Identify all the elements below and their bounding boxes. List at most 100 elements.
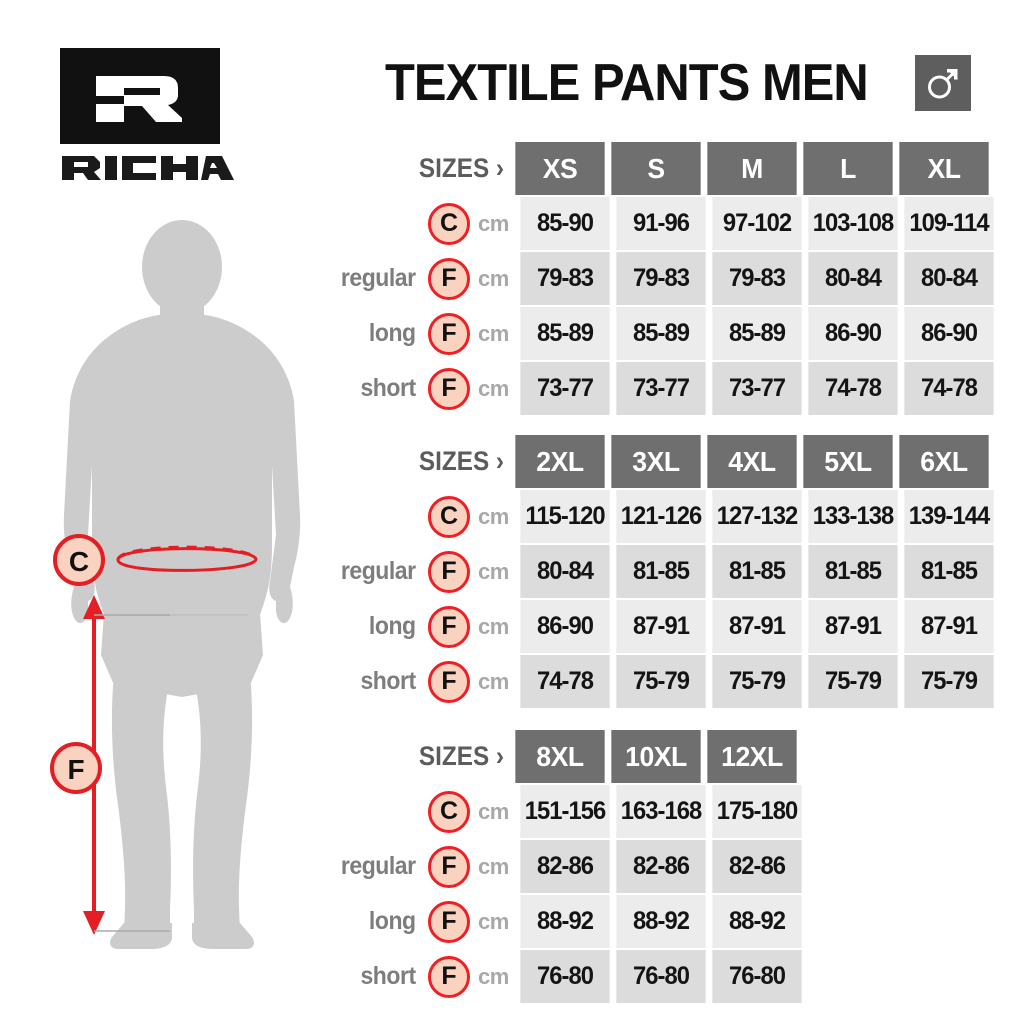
measure-badge-wrap: C [423, 495, 475, 538]
table-header-row: SIZES › 8XL 10XL 12XL [330, 730, 804, 783]
measure-badge-f: F [428, 257, 470, 300]
unit-label: cm [478, 503, 509, 529]
column-header-10xl[interactable]: 10XL [611, 730, 701, 783]
table-cell: 80-84 [808, 252, 898, 305]
column-header-m[interactable]: M [707, 142, 797, 195]
table-cell: 139-144 [904, 490, 994, 543]
table-cell: 85-89 [616, 307, 706, 360]
column-header-3xl[interactable]: 3XL [611, 435, 701, 488]
table-cell: 133-138 [808, 490, 898, 543]
column-header-6xl[interactable]: 6XL [899, 435, 989, 488]
row-cells: 115-120 121-126 127-132 133-138 139-144 [518, 490, 996, 543]
table-cell: 79-83 [712, 252, 802, 305]
measure-badge-f: F [428, 550, 470, 593]
column-header-8xl[interactable]: 8XL [515, 730, 605, 783]
waist-marker-badge: C [53, 534, 105, 586]
row-cells: 82-86 82-86 82-86 [518, 840, 804, 893]
measure-badge-c: C [428, 202, 470, 245]
column-header-5xl[interactable]: 5XL [803, 435, 893, 488]
table-cell: 76-80 [616, 950, 706, 1003]
table-cell: 82-86 [712, 840, 802, 893]
unit-label: cm [478, 210, 509, 236]
table-cell: 97-102 [712, 197, 802, 250]
table-cell: 91-96 [616, 197, 706, 250]
table-cell: 73-77 [712, 362, 802, 415]
measure-badge-wrap: F [423, 900, 475, 943]
unit-label: cm [478, 798, 509, 824]
table-cell: 86-90 [808, 307, 898, 360]
measure-badge-c: C [428, 790, 470, 833]
table-cell: 74-78 [904, 362, 994, 415]
row-cells: 88-92 88-92 88-92 [518, 895, 804, 948]
column-header-xs[interactable]: XS [515, 142, 605, 195]
table-cell: 76-80 [712, 950, 802, 1003]
richa-r-icon [96, 76, 182, 122]
male-symbol-icon [914, 55, 971, 111]
table-cell: 86-90 [904, 307, 994, 360]
table-cell: 73-77 [616, 362, 706, 415]
sizes-label: SIZES › [418, 741, 504, 771]
row-cells: 79-83 79-83 79-83 80-84 80-84 [518, 252, 996, 305]
sizes-label: SIZES › [418, 446, 504, 476]
table-cell: 76-80 [520, 950, 610, 1003]
row-label: regular [340, 264, 416, 292]
column-header-xl[interactable]: XL [899, 142, 989, 195]
row-cells: 80-84 81-85 81-85 81-85 81-85 [518, 545, 996, 598]
unit-label: cm [478, 963, 509, 989]
table-cell: 175-180 [712, 785, 802, 838]
table-cell: 85-89 [520, 307, 610, 360]
table-cell: 73-77 [520, 362, 610, 415]
table-cell: 75-79 [904, 655, 994, 708]
column-header-12xl[interactable]: 12XL [707, 730, 797, 783]
measure-badge-wrap: F [423, 605, 475, 648]
waist-back-arc-icon [116, 545, 258, 561]
measure-badge-f: F [428, 845, 470, 888]
row-label: long [368, 907, 416, 935]
table-cell: 163-168 [616, 785, 706, 838]
table-cell: 127-132 [712, 490, 802, 543]
waist-circumference-ellipse-icon [116, 547, 258, 572]
column-header-l[interactable]: L [803, 142, 893, 195]
column-header-2xl[interactable]: 2XL [515, 435, 605, 488]
table-cell: 87-91 [616, 600, 706, 653]
unit-label: cm [478, 265, 509, 291]
column-header-4xl[interactable]: 4XL [707, 435, 797, 488]
table-cell: 81-85 [616, 545, 706, 598]
page-title-row: TEXTILE PANTS MEN [385, 55, 971, 111]
table-cell: 82-86 [616, 840, 706, 893]
measure-badge-wrap: C [423, 202, 475, 245]
row-cells: 151-156 163-168 175-180 [518, 785, 804, 838]
richa-wordmark [62, 156, 234, 180]
svg-text:C: C [69, 546, 89, 577]
table-cell: 74-78 [808, 362, 898, 415]
svg-text:F: F [67, 754, 84, 785]
sizes-label: SIZES › [418, 153, 504, 183]
measure-badge-f: F [428, 955, 470, 998]
row-label: regular [340, 557, 416, 585]
body-figure: C F [50, 220, 301, 949]
measure-badge-wrap: F [423, 257, 475, 300]
table-header-row: SIZES › 2XL 3XL 4XL 5XL 6XL [330, 435, 996, 488]
row-label: short [360, 962, 416, 990]
measure-badge-f: F [428, 312, 470, 355]
row-label: long [368, 612, 416, 640]
measure-badge-wrap: F [423, 955, 475, 998]
header-cells: XS S M L XL [513, 142, 991, 195]
table-cell: 151-156 [520, 785, 610, 838]
table-cell: 82-86 [520, 840, 610, 893]
unit-label: cm [478, 613, 509, 639]
unit-label: cm [478, 908, 509, 934]
column-header-s[interactable]: S [611, 142, 701, 195]
row-cells: 86-90 87-91 87-91 87-91 87-91 [518, 600, 996, 653]
